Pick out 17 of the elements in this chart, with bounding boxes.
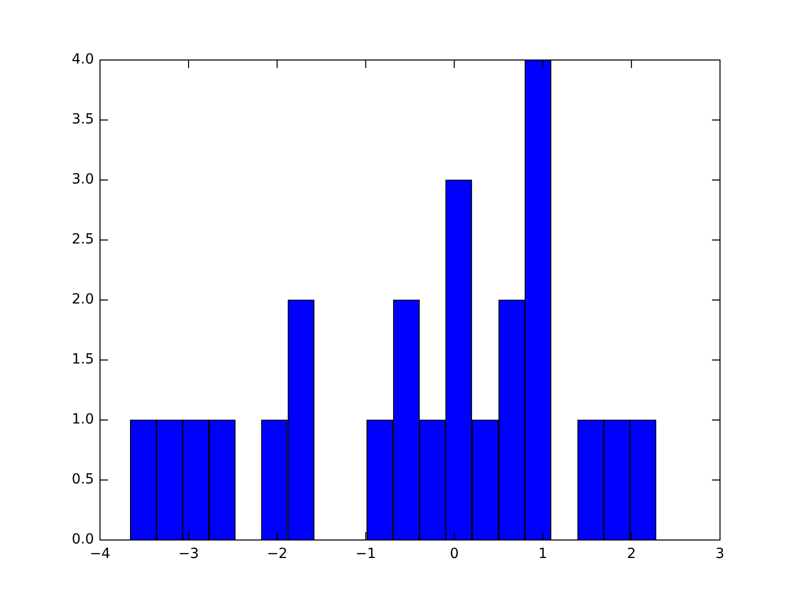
y-tick-label: 2.0 xyxy=(72,292,94,308)
x-tick-label: −3 xyxy=(178,546,199,562)
x-tick-label: 0 xyxy=(450,546,459,562)
x-tick-label: −2 xyxy=(266,546,288,562)
y-tick-label: 3.5 xyxy=(72,112,94,128)
y-tick-label: 0.5 xyxy=(72,472,94,488)
x-tick-label: 3 xyxy=(716,546,724,562)
y-tick-label: 1.0 xyxy=(72,412,94,428)
y-tick-label: 0.0 xyxy=(72,532,94,548)
x-tick-label: 1 xyxy=(538,546,548,562)
y-tick-label: 3.0 xyxy=(72,172,94,188)
x-tick-label: −4 xyxy=(90,546,110,562)
x-tick-label: 2 xyxy=(626,546,636,562)
x-tick-label: −1 xyxy=(355,546,376,562)
y-tick-label: 2.5 xyxy=(72,232,94,248)
y-tick-label: 1.5 xyxy=(72,352,94,368)
y-tick-label: 4.0 xyxy=(72,52,94,68)
